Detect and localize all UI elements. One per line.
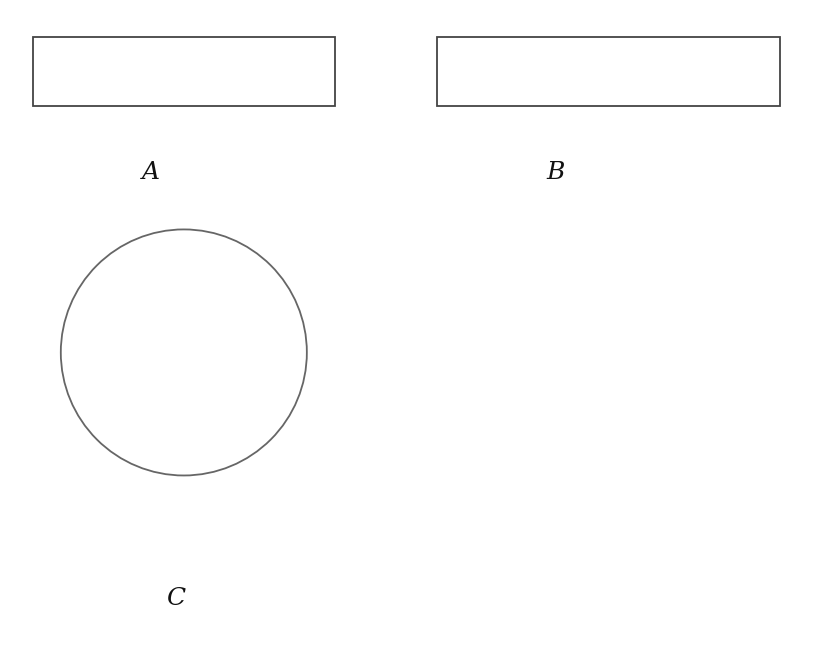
Bar [437,37,780,106]
Circle shape [60,229,307,475]
Bar [33,37,335,106]
Text: B: B [547,162,565,184]
Text: A: A [142,162,160,184]
Text: C: C [166,587,185,610]
